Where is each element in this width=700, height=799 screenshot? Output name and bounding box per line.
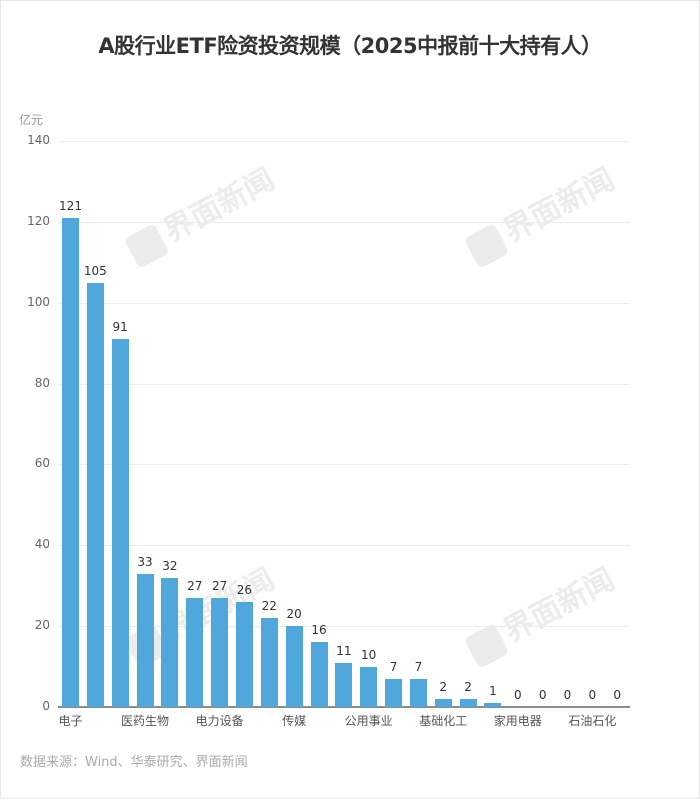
bar: [211, 597, 229, 707]
y-tick-label: 80: [34, 375, 50, 390]
bar-value-label: 0: [588, 688, 597, 702]
bar-value-label: 33: [137, 554, 153, 569]
x-tick-label: 基础化工: [419, 714, 468, 728]
bar: [86, 282, 104, 707]
bar: [434, 698, 452, 707]
bar-value-label: 0: [613, 688, 621, 702]
x-tick-label: 医药生物: [121, 714, 170, 728]
bar-value-label: 20: [286, 607, 302, 622]
y-tick-label: 20: [34, 618, 50, 633]
bar: [62, 217, 79, 707]
bar-value-label: 7: [414, 659, 423, 674]
gridline: [58, 302, 630, 304]
bar-value-label: 27: [187, 578, 203, 593]
bar-value-label: 16: [311, 623, 327, 638]
bar-value-label: 105: [83, 263, 107, 278]
bar-value-label: 27: [211, 578, 228, 593]
y-axis-unit: 亿元: [19, 113, 44, 127]
bar: [310, 642, 328, 707]
source-note: 数据来源：Wind、华泰研究、界面新闻: [20, 755, 248, 770]
gridline: [58, 383, 630, 385]
bar-value-label: 121: [59, 198, 82, 213]
bar-value-label: 1: [489, 683, 497, 698]
bar-value-label: 2: [464, 679, 472, 694]
bar-value-label: 0: [538, 688, 547, 702]
y-tick-label: 140: [27, 133, 50, 147]
bar-value-label: 26: [236, 582, 253, 597]
x-tick-label: 传媒: [282, 714, 307, 728]
bar-value-label: 32: [162, 558, 178, 573]
y-tick-label: 100: [27, 294, 50, 309]
bar: [186, 597, 204, 707]
bar: [111, 339, 129, 707]
y-tick-label: 40: [34, 537, 50, 552]
x-tick-label: 公用事业: [344, 714, 393, 728]
x-tick-label: 石油石化: [568, 714, 617, 728]
bar: [260, 618, 278, 707]
bar-value-label: 0: [513, 688, 522, 702]
gridline: [58, 545, 630, 547]
bar: [360, 666, 378, 707]
chart-title: A股行业ETF险资投资规模（2025中报前十大持有人）: [98, 34, 602, 58]
bar-value-label: 7: [389, 659, 398, 674]
y-tick-label: 120: [27, 213, 50, 228]
x-axis-line: [58, 706, 630, 708]
bar-value-label: 11: [336, 643, 352, 658]
y-tick-label: 60: [34, 456, 50, 471]
bar-value-label: 2: [439, 679, 448, 694]
bar: [459, 698, 477, 707]
x-tick-label: 家用电器: [493, 714, 542, 728]
bar: [484, 702, 502, 707]
bar: [335, 662, 353, 707]
bar-value-label: 91: [112, 320, 128, 335]
bar: [409, 678, 427, 707]
bar: [385, 678, 403, 707]
x-tick-label: 电子: [58, 714, 83, 728]
bar: [285, 626, 303, 707]
bar-value-label: 0: [563, 688, 572, 702]
x-tick-label: 电力设备: [195, 714, 244, 728]
gridline: [58, 221, 630, 223]
bar-value-label: 22: [261, 599, 277, 614]
bar-value-label: 10: [361, 647, 377, 662]
bar: [161, 577, 179, 707]
gridline: [58, 626, 630, 628]
gridline: [58, 464, 630, 466]
bar: [136, 573, 154, 707]
gridline: [58, 141, 630, 142]
y-tick-label: 0: [42, 699, 50, 713]
bar: [235, 601, 253, 707]
